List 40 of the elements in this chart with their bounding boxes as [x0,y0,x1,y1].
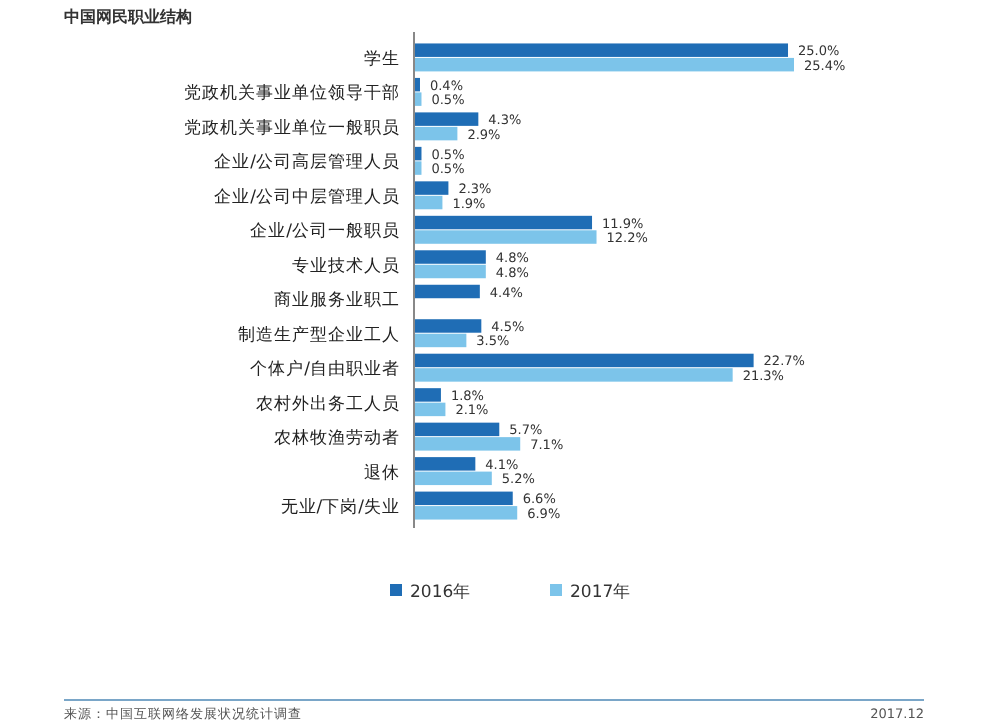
y-tick-label: 企业/公司中层管理人员 [214,185,400,208]
bar [414,457,476,471]
y-tick-label: 无业/下岗/失业 [280,496,400,519]
bar [414,284,480,299]
y-tick-label: 企业/公司高层管理人员 [214,151,400,174]
y-tick-label: 制造生产型企业工人 [238,323,400,346]
bar [414,195,443,210]
bar [414,126,458,141]
bar [414,215,593,230]
bar [414,491,513,506]
bar [414,422,500,437]
legend-label: 2017年 [570,581,632,604]
text: 中国网民职业结构 [64,8,192,26]
y-tick-label: 退休 [364,461,400,484]
bar [414,264,486,279]
y-tick-label: 学生 [364,47,400,70]
bar [414,437,521,451]
bar [414,471,492,486]
bar [414,506,518,520]
bar [414,250,486,264]
bar [414,319,482,333]
y-tick-label: 党政机关事业单位一般职员 [184,116,400,139]
bar [414,230,597,244]
y-tick-label: 农林牧渔劳动者 [274,427,400,450]
y-tick-label: 企业/公司一般职员 [250,220,400,243]
y-tick-label: 党政机关事业单位领导干部 [184,82,400,105]
y-tick-label: 专业技术人员 [292,254,400,277]
y-tick-label: 个体户/自由职业者 [250,358,400,381]
bar [414,368,733,382]
bar [414,402,446,417]
bar [414,112,479,126]
legend-label: 2016年 [410,581,472,604]
bar [414,353,754,368]
bar [414,388,441,402]
bar [414,333,467,348]
bar [414,181,449,195]
bar [414,43,789,57]
y-tick-label: 农村外出务工人员 [256,392,400,415]
bar [414,57,794,72]
y-tick-label: 商业服务业职工 [274,289,400,312]
